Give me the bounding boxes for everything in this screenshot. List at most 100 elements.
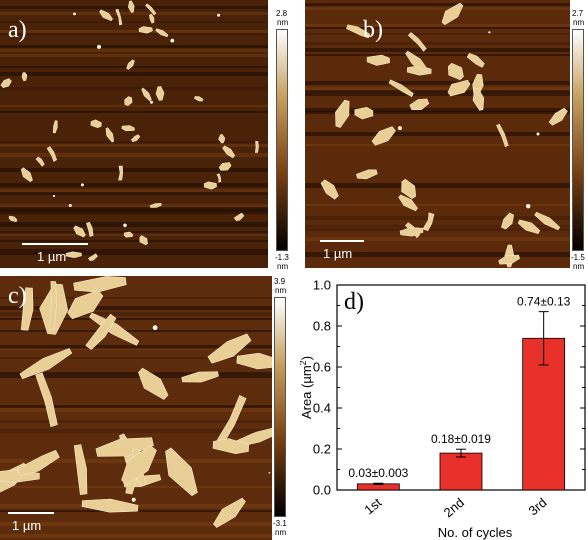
afm-scan-line — [0, 372, 272, 375]
afm-image-b — [305, 0, 570, 268]
afm-particle — [73, 12, 76, 16]
panel-b: b) 1 µm 2.7 nm -1.5 nm — [305, 0, 588, 272]
afm-flake — [366, 54, 390, 66]
afm-flake — [356, 169, 378, 180]
afm-scan-line — [0, 87, 268, 90]
afm-flake — [218, 162, 232, 171]
colorbar-unit-top-c: nm — [275, 286, 287, 295]
afm-particle — [217, 13, 221, 17]
afm-image-a — [0, 0, 268, 268]
colorbar-max-b: 2.7 — [572, 9, 584, 18]
afm-flake — [399, 227, 424, 237]
scale-bar-label-c: 1 µm — [12, 518, 42, 533]
afm-scan-line — [305, 111, 570, 114]
afm-flake — [20, 287, 34, 331]
afm-particle — [68, 204, 72, 207]
x-tick-label-3rd: 3rd — [526, 495, 550, 519]
afm-scan-line — [0, 168, 268, 172]
afm-scan-line — [0, 357, 272, 359]
afm-scan-line — [305, 87, 570, 91]
afm-scan-line — [0, 240, 268, 242]
afm-flake — [181, 371, 219, 383]
afm-flake — [89, 312, 140, 346]
afm-scan-line — [0, 183, 268, 187]
afm-flake — [105, 127, 115, 143]
afm-scan-line — [305, 252, 570, 255]
afm-flake — [149, 203, 162, 208]
colorbar-unit-top-a: nm — [277, 18, 289, 27]
afm-scan-line — [305, 204, 570, 206]
afm-scan-line — [0, 141, 268, 143]
afm-scan-line — [0, 111, 268, 113]
y-tick-label: 0.6 — [313, 360, 331, 375]
afm-scan-line — [0, 12, 268, 15]
afm-flake — [87, 253, 98, 262]
afm-scan-line — [0, 210, 268, 214]
afm-scan-line — [0, 330, 272, 332]
panel-label-b: b) — [363, 17, 383, 43]
afm-scan-line — [305, 48, 570, 52]
afm-flake — [233, 212, 245, 222]
afm-scan-line — [305, 81, 570, 85]
colorbar-unit-top-b: nm — [573, 18, 585, 27]
afm-flake — [388, 79, 414, 98]
afm-scan-line — [0, 522, 272, 526]
afm-flake — [472, 87, 485, 111]
afm-scan-line — [0, 420, 272, 423]
afm-flake — [155, 86, 165, 101]
afm-flake — [194, 96, 204, 102]
afm-flake — [115, 8, 123, 26]
afm-scan-line — [0, 318, 272, 320]
afm-flake — [401, 178, 417, 200]
afm-flake — [99, 9, 113, 22]
afm-scan-line — [0, 306, 272, 310]
afm-flake — [145, 3, 157, 16]
afm-scan-line — [0, 345, 272, 349]
afm-flake — [73, 225, 86, 238]
colorbar-a — [276, 29, 288, 251]
afm-scan-line — [305, 228, 570, 231]
afm-scan-line — [305, 33, 570, 35]
afm-scan-line — [305, 183, 570, 186]
afm-flake — [86, 221, 94, 237]
afm-scan-line — [0, 252, 268, 255]
afm-scan-line — [0, 297, 272, 299]
afm-scan-line — [0, 204, 268, 208]
afm-scan-line — [0, 189, 268, 193]
afm-scan-line — [305, 144, 570, 146]
y-tick-label: 0.8 — [313, 319, 331, 334]
afm-flake — [371, 126, 396, 146]
afm-particle — [123, 223, 127, 228]
afm-flake — [16, 449, 60, 477]
afm-scan-line — [0, 54, 268, 57]
afm-scan-line — [0, 312, 272, 316]
y-tick-label: 1.0 — [313, 278, 331, 293]
panel-a: a) 1 µm 2.8 nm -1.3 nm — [0, 0, 300, 272]
afm-particle — [526, 204, 531, 209]
afm-flake — [130, 134, 141, 143]
data-label-2nd: 0.18±0.019 — [431, 432, 491, 446]
afm-scan-line — [0, 21, 268, 23]
colorbar-unit-bottom-b: nm — [573, 262, 585, 271]
afm-flake — [95, 437, 154, 457]
colorbar-unit-bottom-a: nm — [277, 262, 289, 271]
afm-flake — [8, 215, 18, 222]
afm-flake — [121, 445, 157, 486]
afm-scan-line — [305, 3, 570, 7]
afm-scan-line — [0, 534, 272, 538]
panel-c: c) 1 µm 3.9 nm -3.1 nm — [0, 276, 290, 540]
afm-scan-line — [305, 216, 570, 220]
afm-particle — [170, 38, 175, 43]
afm-flake — [141, 87, 152, 102]
afm-flake — [155, 28, 169, 38]
afm-scan-line — [305, 90, 570, 93]
afm-scan-line — [305, 24, 570, 27]
afm-scan-line — [0, 144, 268, 147]
afm-flake — [138, 26, 153, 34]
afm-scan-line — [0, 48, 268, 52]
afm-flake — [81, 498, 139, 513]
afm-scan-line — [305, 93, 570, 96]
afm-scan-line — [0, 222, 268, 225]
afm-flake — [73, 444, 88, 496]
afm-scan-line — [0, 405, 272, 408]
